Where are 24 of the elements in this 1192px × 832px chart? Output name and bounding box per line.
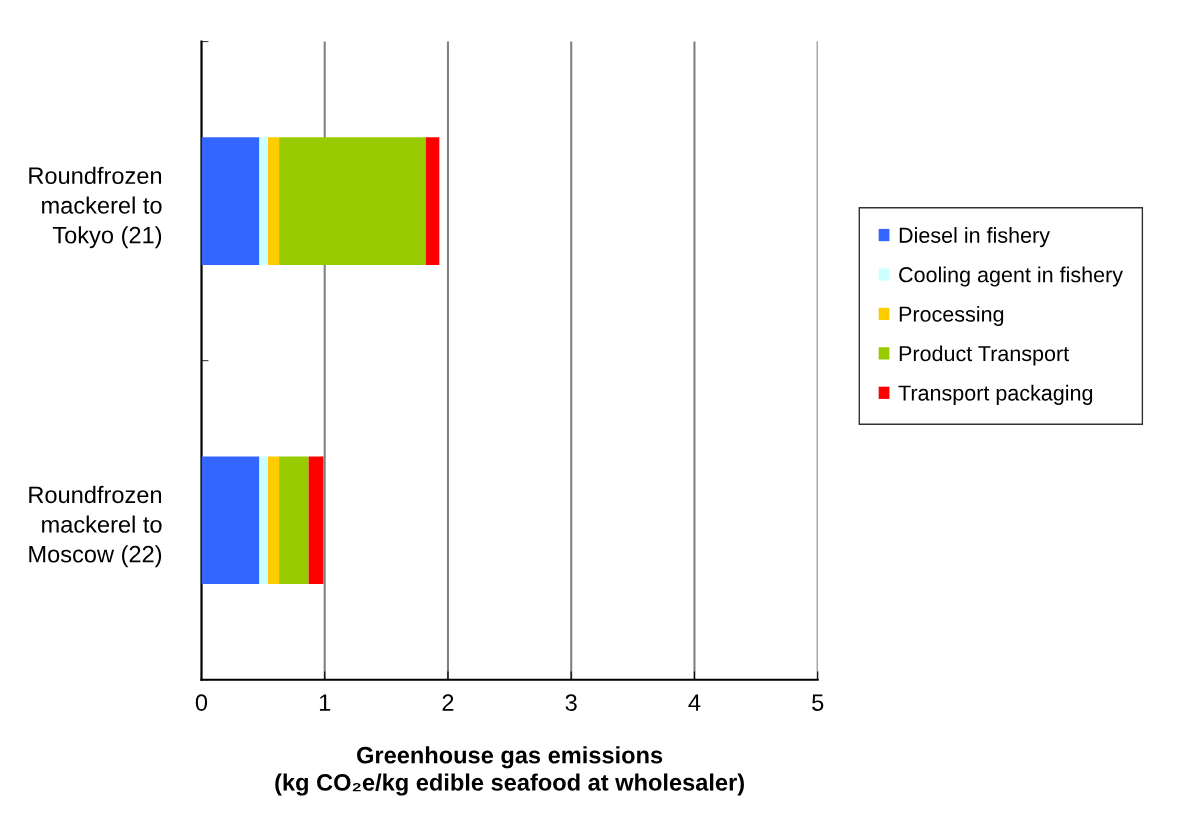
bar [268, 456, 280, 585]
bar [279, 137, 426, 265]
bar [201, 456, 260, 585]
legend-label: Cooling agent in fishery [899, 266, 1123, 287]
bar [268, 137, 280, 265]
x-axis-title: Greenhouse gas emissions (kg CO₂e/kg edible seafood at wholesaler) [275, 746, 744, 796]
bar [425, 137, 440, 265]
x-tick-label: 4 [688, 694, 701, 711]
bar [259, 137, 268, 265]
bar [259, 456, 268, 585]
legend-label: Product Transport [899, 345, 1069, 366]
x-tick-label: 3 [565, 694, 577, 711]
x-tick-label: 0 [195, 694, 208, 711]
bar [308, 456, 324, 585]
bar [201, 137, 260, 265]
y-tick-label: Roundfrozen mackerel to Moscow (22) [29, 485, 162, 568]
x-tick-label: 5 [812, 694, 824, 711]
x-tick-label: 1 [319, 694, 331, 711]
y-tick-label: Roundfrozen mackerel to Tokyo (21) [29, 166, 162, 249]
x-tick-label: 2 [442, 694, 454, 711]
bar [279, 456, 309, 585]
legend-label: Diesel in fishery [899, 227, 1050, 248]
legend-label: Transport packaging [898, 384, 1093, 405]
legend-label: Processing [899, 305, 1004, 327]
